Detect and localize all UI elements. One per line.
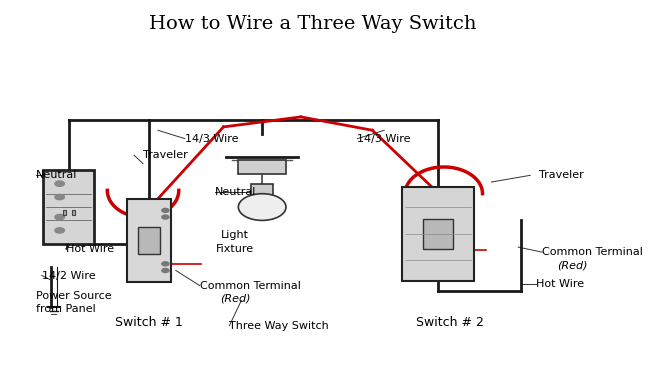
Text: Common Terminal: Common Terminal	[199, 280, 301, 291]
Text: 14/3 Wire: 14/3 Wire	[358, 133, 411, 144]
Circle shape	[55, 214, 65, 220]
Text: Traveler: Traveler	[143, 150, 188, 160]
Bar	[402, 187, 474, 280]
Text: Neutral: Neutral	[36, 170, 77, 180]
Bar	[423, 219, 453, 249]
Circle shape	[55, 228, 65, 233]
Text: Common Terminal: Common Terminal	[542, 247, 643, 257]
Text: Light: Light	[221, 230, 249, 240]
Circle shape	[162, 209, 169, 212]
Bar	[238, 160, 286, 173]
Text: (Red): (Red)	[557, 261, 588, 270]
Text: Three Way Switch: Three Way Switch	[229, 321, 329, 331]
Bar	[63, 210, 66, 216]
Bar	[43, 170, 94, 244]
Title: How to Wire a Three Way Switch: How to Wire a Three Way Switch	[149, 15, 476, 33]
Circle shape	[162, 268, 169, 273]
Circle shape	[238, 194, 286, 221]
Text: Fixture: Fixture	[216, 244, 254, 254]
Text: Hot Wire: Hot Wire	[536, 279, 584, 289]
Circle shape	[55, 181, 65, 186]
Text: Switch # 2: Switch # 2	[416, 316, 484, 329]
Bar	[71, 210, 75, 216]
Text: 14/3 Wire: 14/3 Wire	[185, 133, 238, 144]
Text: 14/2 Wire: 14/2 Wire	[42, 270, 95, 280]
Bar	[251, 184, 273, 195]
Text: Hot Wire: Hot Wire	[65, 244, 114, 254]
Text: Traveler: Traveler	[539, 170, 584, 180]
Text: from Panel: from Panel	[36, 304, 95, 314]
Text: Power Source: Power Source	[36, 291, 111, 301]
Text: Neutral: Neutral	[215, 187, 256, 197]
Circle shape	[162, 215, 169, 219]
Circle shape	[55, 194, 65, 200]
Bar	[138, 227, 159, 254]
Circle shape	[162, 262, 169, 266]
Bar	[127, 199, 171, 282]
Text: Switch # 1: Switch # 1	[115, 316, 183, 329]
Text: (Red): (Red)	[221, 294, 251, 304]
